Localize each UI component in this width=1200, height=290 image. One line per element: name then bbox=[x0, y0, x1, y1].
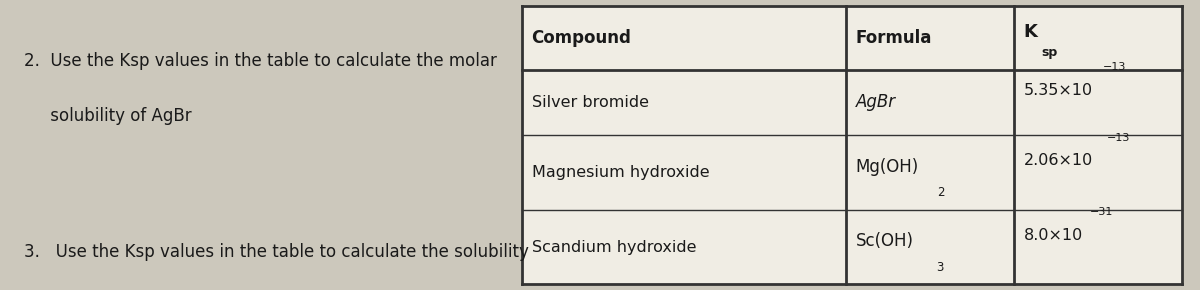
Text: solubility of AgBr: solubility of AgBr bbox=[24, 107, 192, 125]
Text: Scandium hydroxide: Scandium hydroxide bbox=[532, 240, 696, 255]
Text: 3.   Use the Ksp values in the table to calculate the solubility: 3. Use the Ksp values in the table to ca… bbox=[24, 243, 529, 261]
Text: 2.  Use the Ksp values in the table to calculate the molar: 2. Use the Ksp values in the table to ca… bbox=[24, 52, 497, 70]
Text: Formula: Formula bbox=[856, 29, 932, 47]
Text: Mg(OH): Mg(OH) bbox=[856, 158, 919, 176]
Text: 8.0×10: 8.0×10 bbox=[1024, 228, 1082, 243]
Text: −31: −31 bbox=[1090, 207, 1112, 218]
Text: 5.35×10: 5.35×10 bbox=[1024, 83, 1093, 98]
Text: AgBr: AgBr bbox=[856, 93, 895, 111]
Text: Silver bromide: Silver bromide bbox=[532, 95, 649, 110]
Text: 2.06×10: 2.06×10 bbox=[1024, 153, 1093, 168]
Text: −13: −13 bbox=[1106, 133, 1129, 143]
Bar bbox=[522, 6, 1182, 284]
Text: sp: sp bbox=[1042, 46, 1058, 59]
Text: 3: 3 bbox=[936, 261, 943, 274]
Text: 2: 2 bbox=[937, 186, 944, 199]
Text: −13: −13 bbox=[1103, 62, 1126, 72]
Text: Magnesium hydroxide: Magnesium hydroxide bbox=[532, 165, 709, 180]
Text: K: K bbox=[1024, 23, 1038, 41]
Text: Sc(OH): Sc(OH) bbox=[856, 232, 913, 251]
Text: Compound: Compound bbox=[532, 29, 631, 47]
